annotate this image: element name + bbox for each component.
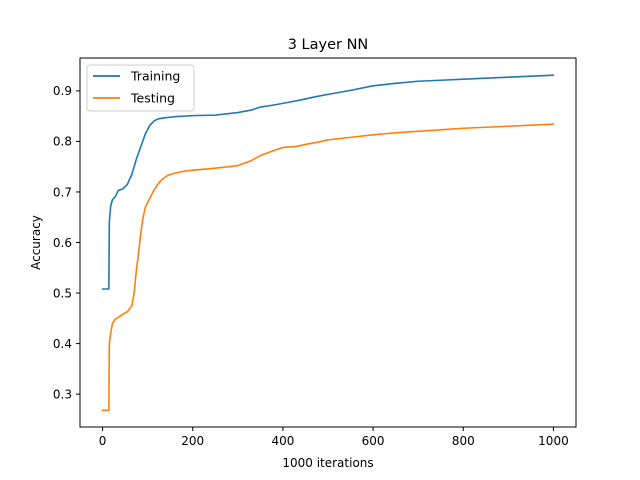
legend: Training Testing bbox=[86, 64, 195, 112]
y-tick-label: 0.6 bbox=[53, 236, 72, 250]
chart-title: 3 Layer NN bbox=[288, 37, 369, 53]
legend-label-training: Training bbox=[130, 69, 180, 84]
legend-label-testing: Testing bbox=[130, 91, 175, 106]
y-tick-label: 0.4 bbox=[53, 337, 72, 351]
y-tick-label: 0.7 bbox=[53, 185, 72, 199]
x-tick-label: 200 bbox=[181, 434, 204, 448]
x-tick-label: 400 bbox=[271, 434, 294, 448]
y-tick-label: 0.8 bbox=[53, 135, 72, 149]
y-tick-label: 0.3 bbox=[53, 387, 72, 401]
series-line-testing bbox=[101, 123, 555, 412]
x-tick-label: 1000 bbox=[538, 434, 569, 448]
y-axis-label: Accuracy bbox=[29, 215, 43, 270]
x-tick-label: 800 bbox=[452, 434, 475, 448]
plot-frame bbox=[79, 57, 577, 428]
x-tick-label: 0 bbox=[99, 434, 107, 448]
x-axis: 0 200 400 600 800 1000 bbox=[99, 427, 569, 448]
x-axis-label: 1000 iterations bbox=[282, 456, 373, 470]
y-tick-label: 0.5 bbox=[53, 286, 72, 300]
x-tick-label: 600 bbox=[362, 434, 385, 448]
series-line-training bbox=[101, 74, 555, 290]
series-layer bbox=[101, 74, 555, 412]
y-tick-label: 0.9 bbox=[53, 84, 72, 98]
y-axis: 0.3 0.4 0.5 0.6 0.7 0.8 0.9 bbox=[53, 84, 80, 401]
